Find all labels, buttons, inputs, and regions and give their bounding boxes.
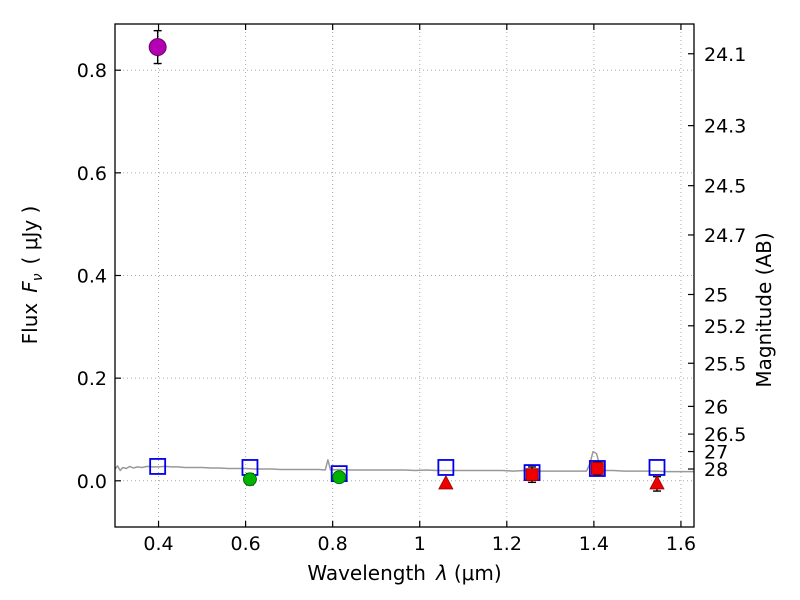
x-tick-label: 1.4 <box>579 533 609 555</box>
x-tick-label: 0.4 <box>143 533 173 555</box>
wavelength-label-symbol: λ <box>436 561 448 585</box>
model-photometry-marker-open-square <box>437 459 455 476</box>
model-photometry-marker-open-square <box>149 458 167 475</box>
flux-label-word: Flux <box>18 302 42 345</box>
flux-tick-label: 0.2 <box>77 368 107 390</box>
magnitude-tick-label: 24.5 <box>704 176 746 198</box>
magnitude-tick-label: 28 <box>704 459 728 481</box>
x-axis-label-wavelength: Wavelength λ (μm) <box>115 561 694 585</box>
y-axis-label-magnitude: Magnitude (AB) <box>752 110 776 510</box>
magnitude-tick-label: 27 <box>704 442 728 464</box>
model-spectrum-line <box>114 450 694 473</box>
x-tick-label: 1 <box>414 533 426 555</box>
x-tick-label: 0.6 <box>230 533 260 555</box>
magnitude-label-text: Magnitude (AB) <box>752 232 776 388</box>
flux-tick-label: 0.4 <box>77 266 107 288</box>
model-photometry-marker-open-square <box>648 459 666 476</box>
magnitude-tick-label: 26 <box>704 396 728 418</box>
observed-uband-marker-circle <box>148 38 167 57</box>
magnitude-tick-label: 25.2 <box>704 316 746 338</box>
model-photometry-marker-open-square <box>588 460 606 477</box>
wavelength-label-word: Wavelength <box>307 561 426 585</box>
flux-label-units: ( μJy ) <box>18 205 42 265</box>
x-tick-label: 1.2 <box>492 533 522 555</box>
observed-nir-marker-square <box>525 468 539 482</box>
flux-tick-label: 0.8 <box>77 60 107 82</box>
x-tick-label: 0.8 <box>318 533 348 555</box>
magnitude-tick-label: 25.5 <box>704 353 746 375</box>
flux-label-subscript: ν <box>30 273 46 282</box>
upper-limits-marker-triangle <box>438 474 454 490</box>
magnitude-tick-label: 26.5 <box>704 424 746 446</box>
magnitude-tick-label: 24.3 <box>704 116 746 138</box>
upper-limits-marker-triangle <box>649 474 665 490</box>
x-tick-label: 1.6 <box>666 533 696 555</box>
magnitude-tick-label: 25 <box>704 284 728 306</box>
flux-label-symbol: F <box>18 281 42 293</box>
observed-nir-marker-square <box>590 462 604 475</box>
wavelength-label-units: (μm) <box>453 561 502 585</box>
observed-optical-marker-circle <box>243 472 257 487</box>
observed-optical-marker-circle <box>332 470 347 485</box>
flux-tick-label: 0.6 <box>77 163 107 185</box>
flux-tick-label: 0.0 <box>77 471 107 493</box>
magnitude-tick-label: 24.7 <box>704 225 746 247</box>
magnitude-tick-label: 24.1 <box>704 44 746 66</box>
y-axis-label-flux: Flux Fν ( μJy ) <box>18 75 46 475</box>
